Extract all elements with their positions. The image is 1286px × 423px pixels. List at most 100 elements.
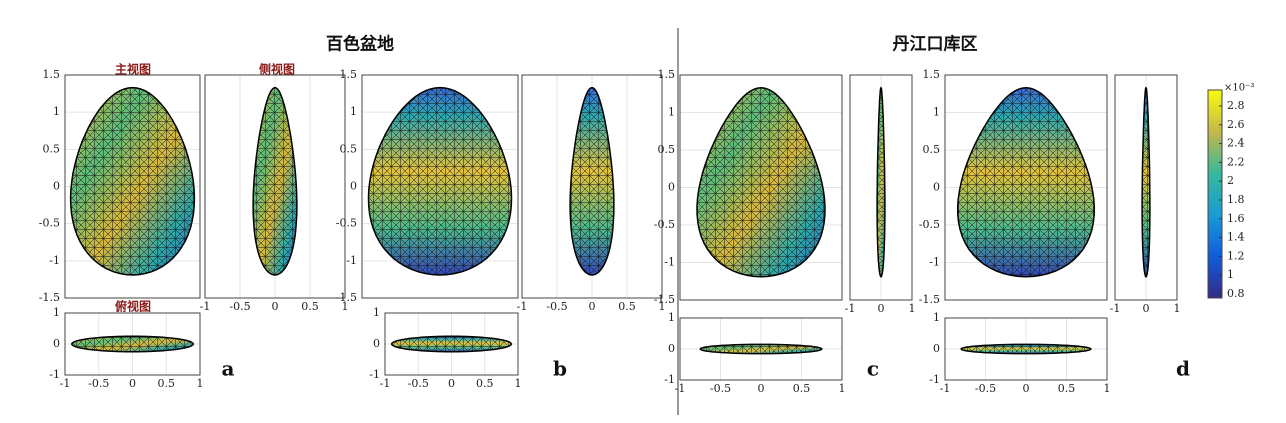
axes-frame xyxy=(64,74,201,299)
y-tick-label: 1.5 xyxy=(923,68,941,81)
colorbar-tick-label: 2.6 xyxy=(1227,118,1245,131)
y-tick-label: 1 xyxy=(373,306,380,319)
x-tick-label: -1 xyxy=(940,382,951,395)
x-tick-label: 1 xyxy=(839,382,846,395)
x-tick-label: 0 xyxy=(129,377,136,390)
x-tick-label: 0.5 xyxy=(1058,382,1076,395)
x-tick-label: -0.5 xyxy=(975,382,996,395)
x-tick-label: 1 xyxy=(1104,382,1111,395)
x-tick-label: 0.5 xyxy=(793,382,811,395)
x-tick-label: -0.5 xyxy=(408,377,429,390)
x-tick-label: -0.5 xyxy=(546,300,567,313)
x-tick-label: 1 xyxy=(1174,302,1181,315)
x-tick-label: -1 xyxy=(380,377,391,390)
x-tick-label: -0.5 xyxy=(229,300,250,313)
x-tick-label: 1 xyxy=(515,377,522,390)
x-tick-label: 0 xyxy=(878,302,885,315)
panel-letter: b xyxy=(553,357,567,381)
y-tick-label: 0 xyxy=(668,342,675,355)
x-tick-label: 0 xyxy=(448,377,455,390)
x-tick-label: 0 xyxy=(1143,302,1150,315)
x-tick-label: -1 xyxy=(845,302,856,315)
x-tick-label: 0 xyxy=(758,382,765,395)
y-tick-label: -0.5 xyxy=(654,218,675,231)
mesh-lines xyxy=(569,86,615,276)
y-tick-label: 0.5 xyxy=(923,143,941,156)
x-tick-label: -1 xyxy=(200,300,211,313)
colorbar-tick-label: 2.8 xyxy=(1227,99,1245,112)
x-tick-label: -0.5 xyxy=(88,377,109,390)
y-tick-label: -1 xyxy=(929,373,940,386)
y-tick-label: 0 xyxy=(933,342,940,355)
mesh-lines xyxy=(252,86,298,276)
y-tick-label: -1 xyxy=(369,368,380,381)
colorbar-tick-label: 0.8 xyxy=(1227,287,1245,300)
colorbar-tick-label: 2.2 xyxy=(1227,155,1245,168)
axes-frame xyxy=(849,74,913,301)
y-tick-label: 1 xyxy=(933,106,940,119)
y-tick-label: 1 xyxy=(933,311,940,324)
x-tick-label: 1 xyxy=(197,377,204,390)
y-tick-label: 1.5 xyxy=(340,68,358,81)
mesh-lines xyxy=(956,87,1096,278)
axes-frame xyxy=(64,312,201,376)
view-label: 侧视图 xyxy=(259,62,295,77)
y-tick-label: 0.5 xyxy=(340,142,358,155)
y-tick-label: 1 xyxy=(668,311,675,324)
axes-frame xyxy=(944,317,1108,381)
y-tick-label: -0.5 xyxy=(336,217,357,230)
y-tick-label: 0.5 xyxy=(43,142,61,155)
panel-letter: a xyxy=(222,357,235,381)
panel-letter: d xyxy=(1176,357,1190,381)
y-tick-label: -1 xyxy=(664,256,675,269)
group-title: 丹江口库区 xyxy=(893,34,978,55)
x-tick-label: -1 xyxy=(517,300,528,313)
mesh-lines xyxy=(960,343,1092,355)
x-tick-label: 1 xyxy=(909,302,916,315)
mesh-lines xyxy=(69,86,196,276)
x-tick-label: 1 xyxy=(659,300,666,313)
x-tick-label: 0 xyxy=(272,300,279,313)
colorbar-tick-label: 1.6 xyxy=(1227,212,1245,225)
y-tick-label: 0 xyxy=(373,337,380,350)
y-tick-label: -1 xyxy=(49,368,60,381)
axes-frame xyxy=(1114,74,1178,301)
y-tick-label: -1 xyxy=(664,373,675,386)
y-tick-label: 0 xyxy=(668,181,675,194)
y-tick-label: -0.5 xyxy=(919,218,940,231)
axes-frame xyxy=(521,74,663,299)
axes-frame xyxy=(679,317,843,381)
mesh-lines xyxy=(367,86,513,276)
y-tick-label: 0 xyxy=(53,337,60,350)
x-tick-label: 0 xyxy=(1023,382,1030,395)
x-tick-label: -1 xyxy=(60,377,71,390)
axes-frame xyxy=(944,74,1108,301)
colorbar-tick-label: 1 xyxy=(1227,268,1234,281)
x-tick-label: 0.5 xyxy=(158,377,176,390)
y-tick-label: -1.5 xyxy=(336,291,357,304)
y-tick-label: 0 xyxy=(350,180,357,193)
y-tick-label: 0 xyxy=(933,181,940,194)
mesh-lines xyxy=(71,335,195,353)
y-tick-label: 0 xyxy=(53,180,60,193)
y-tick-label: 1.5 xyxy=(43,68,61,81)
y-tick-label: -1.5 xyxy=(919,293,940,306)
y-tick-label: 1 xyxy=(668,106,675,119)
y-tick-label: 1 xyxy=(53,306,60,319)
colorbar-tick-label: 2 xyxy=(1227,174,1234,187)
mesh-lines xyxy=(699,343,823,355)
group-title: 百色盆地 xyxy=(326,34,394,55)
view-label: 主视图 xyxy=(115,62,151,77)
colorbar-tick-label: 1.4 xyxy=(1227,231,1245,244)
mesh-lines xyxy=(390,335,513,353)
colorbar-tick-label: 1.8 xyxy=(1227,193,1245,206)
x-tick-label: -1 xyxy=(675,382,686,395)
x-tick-label: -0.5 xyxy=(710,382,731,395)
mesh-lines xyxy=(696,87,826,278)
x-tick-label: 0.5 xyxy=(301,300,319,313)
x-tick-label: -1 xyxy=(1110,302,1121,315)
colorbar xyxy=(1207,89,1223,299)
x-tick-label: 0.5 xyxy=(476,377,494,390)
colorbar-tick-label: 1.2 xyxy=(1227,249,1245,262)
